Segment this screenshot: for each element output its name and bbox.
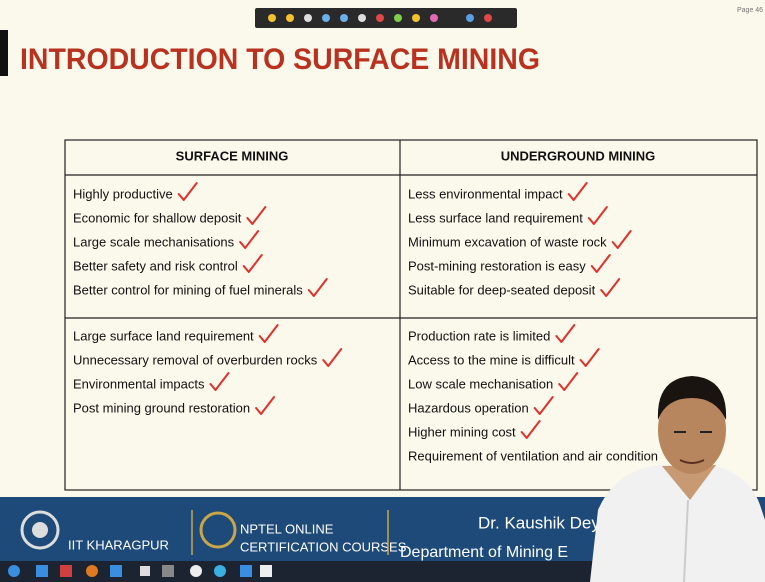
table-item: Highly productive: [73, 186, 173, 201]
table-item: Hazardous operation: [408, 400, 529, 415]
table-item: Post-mining restoration is easy: [408, 258, 586, 273]
program-name: NPTEL ONLINE: [240, 521, 334, 536]
table-item: Low scale mechanisation: [408, 376, 553, 391]
table-item: Less environmental impact: [408, 186, 563, 201]
table-item: Suitable for deep-seated deposit: [408, 282, 596, 297]
table-item: Requirement of ventilation and air condi…: [408, 448, 658, 463]
slide: Page 46 INTRODUCTION TO SURFACE MINING S…: [0, 0, 765, 582]
table-item: Environmental impacts: [73, 376, 205, 391]
table-item: Better control for mining of fuel minera…: [73, 282, 303, 297]
speaker-name: Dr. Kaushik Dey: [478, 513, 600, 532]
department-name: Department of Mining E: [400, 544, 568, 561]
table-item: Production rate is limited: [408, 328, 550, 343]
left-edge: [0, 30, 8, 76]
table-item: Access to the mine is difficult: [408, 352, 575, 367]
table-item: Post mining ground restoration: [73, 400, 250, 415]
table-item: Large scale mechanisations: [73, 234, 235, 249]
table-item: Large surface land requirement: [73, 328, 254, 343]
table-item: Less surface land requirement: [408, 210, 583, 225]
table-item: Economic for shallow deposit: [73, 210, 242, 225]
table-item: Better safety and risk control: [73, 258, 238, 273]
program-name: CERTIFICATION COURSES: [240, 539, 407, 554]
page-label: Page 46: [737, 7, 763, 14]
column-header: UNDERGROUND MINING: [501, 148, 656, 163]
table-item: Minimum excavation of waste rock: [408, 234, 607, 249]
table-item: Higher mining cost: [408, 424, 516, 439]
iit-logo-center: [32, 522, 48, 538]
column-header: SURFACE MINING: [176, 148, 289, 163]
table-item: Unnecessary removal of overburden rocks: [73, 352, 318, 367]
institute-name: IIT KHARAGPUR: [68, 537, 169, 552]
annotation-toolbar[interactable]: [255, 8, 517, 28]
slide-title: INTRODUCTION TO SURFACE MINING: [20, 43, 540, 76]
page: Page 46 INTRODUCTION TO SURFACE MINING S…: [0, 0, 765, 582]
